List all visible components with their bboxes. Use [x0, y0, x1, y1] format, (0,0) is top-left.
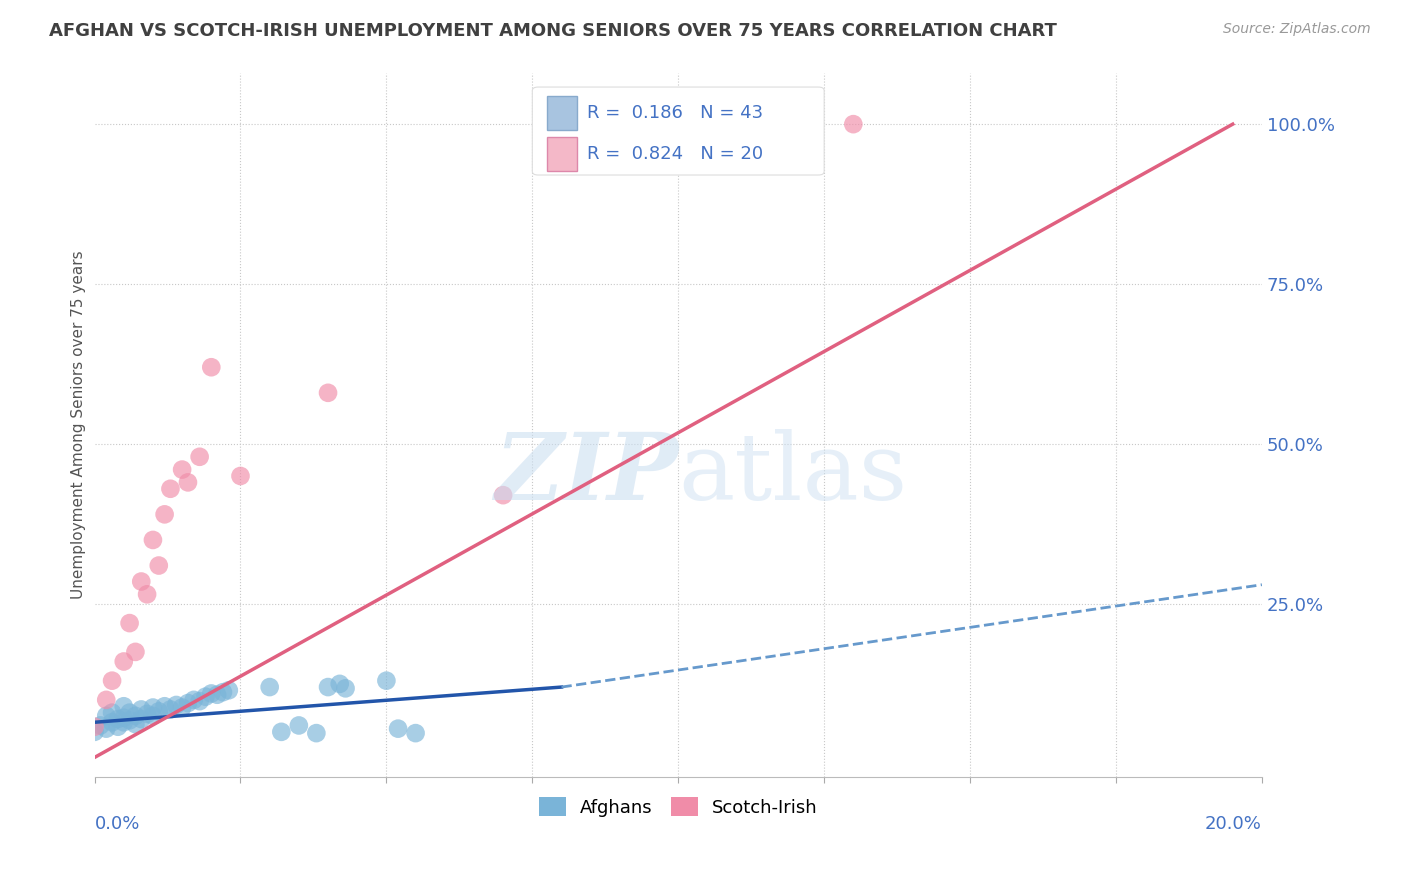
Point — [212, 685, 235, 699]
Y-axis label: Unemployment Among Seniors over 75 years: Unemployment Among Seniors over 75 years — [72, 251, 86, 599]
Point — [124, 645, 146, 659]
Point — [142, 709, 165, 723]
Point — [194, 690, 217, 704]
Point — [107, 712, 129, 726]
Point — [288, 718, 311, 732]
Point — [492, 488, 515, 502]
Point — [335, 681, 357, 696]
Point — [316, 680, 339, 694]
Point — [270, 724, 292, 739]
Point — [229, 469, 252, 483]
Point — [200, 686, 222, 700]
Point — [83, 724, 105, 739]
Point — [172, 462, 194, 476]
Point — [96, 722, 118, 736]
Point — [153, 508, 176, 522]
Point — [129, 712, 152, 726]
Text: 20.0%: 20.0% — [1205, 815, 1263, 833]
Point — [112, 655, 135, 669]
Point — [159, 482, 181, 496]
Point — [96, 693, 118, 707]
Point — [101, 673, 124, 688]
Point — [118, 714, 141, 728]
Point — [89, 718, 111, 732]
Point — [124, 717, 146, 731]
Point — [112, 715, 135, 730]
Point — [188, 694, 211, 708]
Point — [142, 533, 165, 547]
Point — [96, 709, 118, 723]
Point — [218, 683, 240, 698]
Point — [148, 705, 170, 719]
Text: Source: ZipAtlas.com: Source: ZipAtlas.com — [1223, 22, 1371, 37]
Point — [329, 677, 352, 691]
Point — [142, 700, 165, 714]
Point — [112, 711, 135, 725]
Legend: Afghans, Scotch-Irish: Afghans, Scotch-Irish — [531, 790, 825, 824]
Point — [129, 574, 152, 589]
Point — [101, 706, 124, 720]
Text: AFGHAN VS SCOTCH-IRISH UNEMPLOYMENT AMONG SENIORS OVER 75 YEARS CORRELATION CHAR: AFGHAN VS SCOTCH-IRISH UNEMPLOYMENT AMON… — [49, 22, 1057, 40]
Point — [107, 720, 129, 734]
Point — [842, 117, 865, 131]
Point — [305, 726, 328, 740]
Point — [153, 699, 176, 714]
Point — [405, 726, 427, 740]
Point — [316, 385, 339, 400]
Point — [188, 450, 211, 464]
Point — [83, 720, 105, 734]
Point — [375, 673, 398, 688]
FancyBboxPatch shape — [533, 87, 824, 175]
Text: ZIP: ZIP — [494, 429, 678, 519]
Point — [136, 587, 159, 601]
Text: atlas: atlas — [678, 429, 907, 519]
Point — [259, 680, 281, 694]
Point — [183, 693, 205, 707]
Point — [129, 702, 152, 716]
Point — [101, 715, 124, 730]
Text: 0.0%: 0.0% — [94, 815, 141, 833]
Point — [205, 688, 228, 702]
Point — [112, 699, 135, 714]
Text: R =  0.824   N = 20: R = 0.824 N = 20 — [588, 145, 763, 162]
FancyBboxPatch shape — [547, 136, 576, 170]
Text: R =  0.186   N = 43: R = 0.186 N = 43 — [588, 104, 763, 122]
Point — [118, 706, 141, 720]
Point — [177, 475, 200, 490]
Point — [387, 722, 409, 736]
Point — [172, 700, 194, 714]
Point — [148, 558, 170, 573]
Point — [200, 360, 222, 375]
Point — [118, 616, 141, 631]
Point — [159, 702, 181, 716]
Point — [165, 698, 187, 712]
Point — [124, 709, 146, 723]
Point — [136, 706, 159, 721]
FancyBboxPatch shape — [547, 96, 576, 130]
Point — [177, 696, 200, 710]
